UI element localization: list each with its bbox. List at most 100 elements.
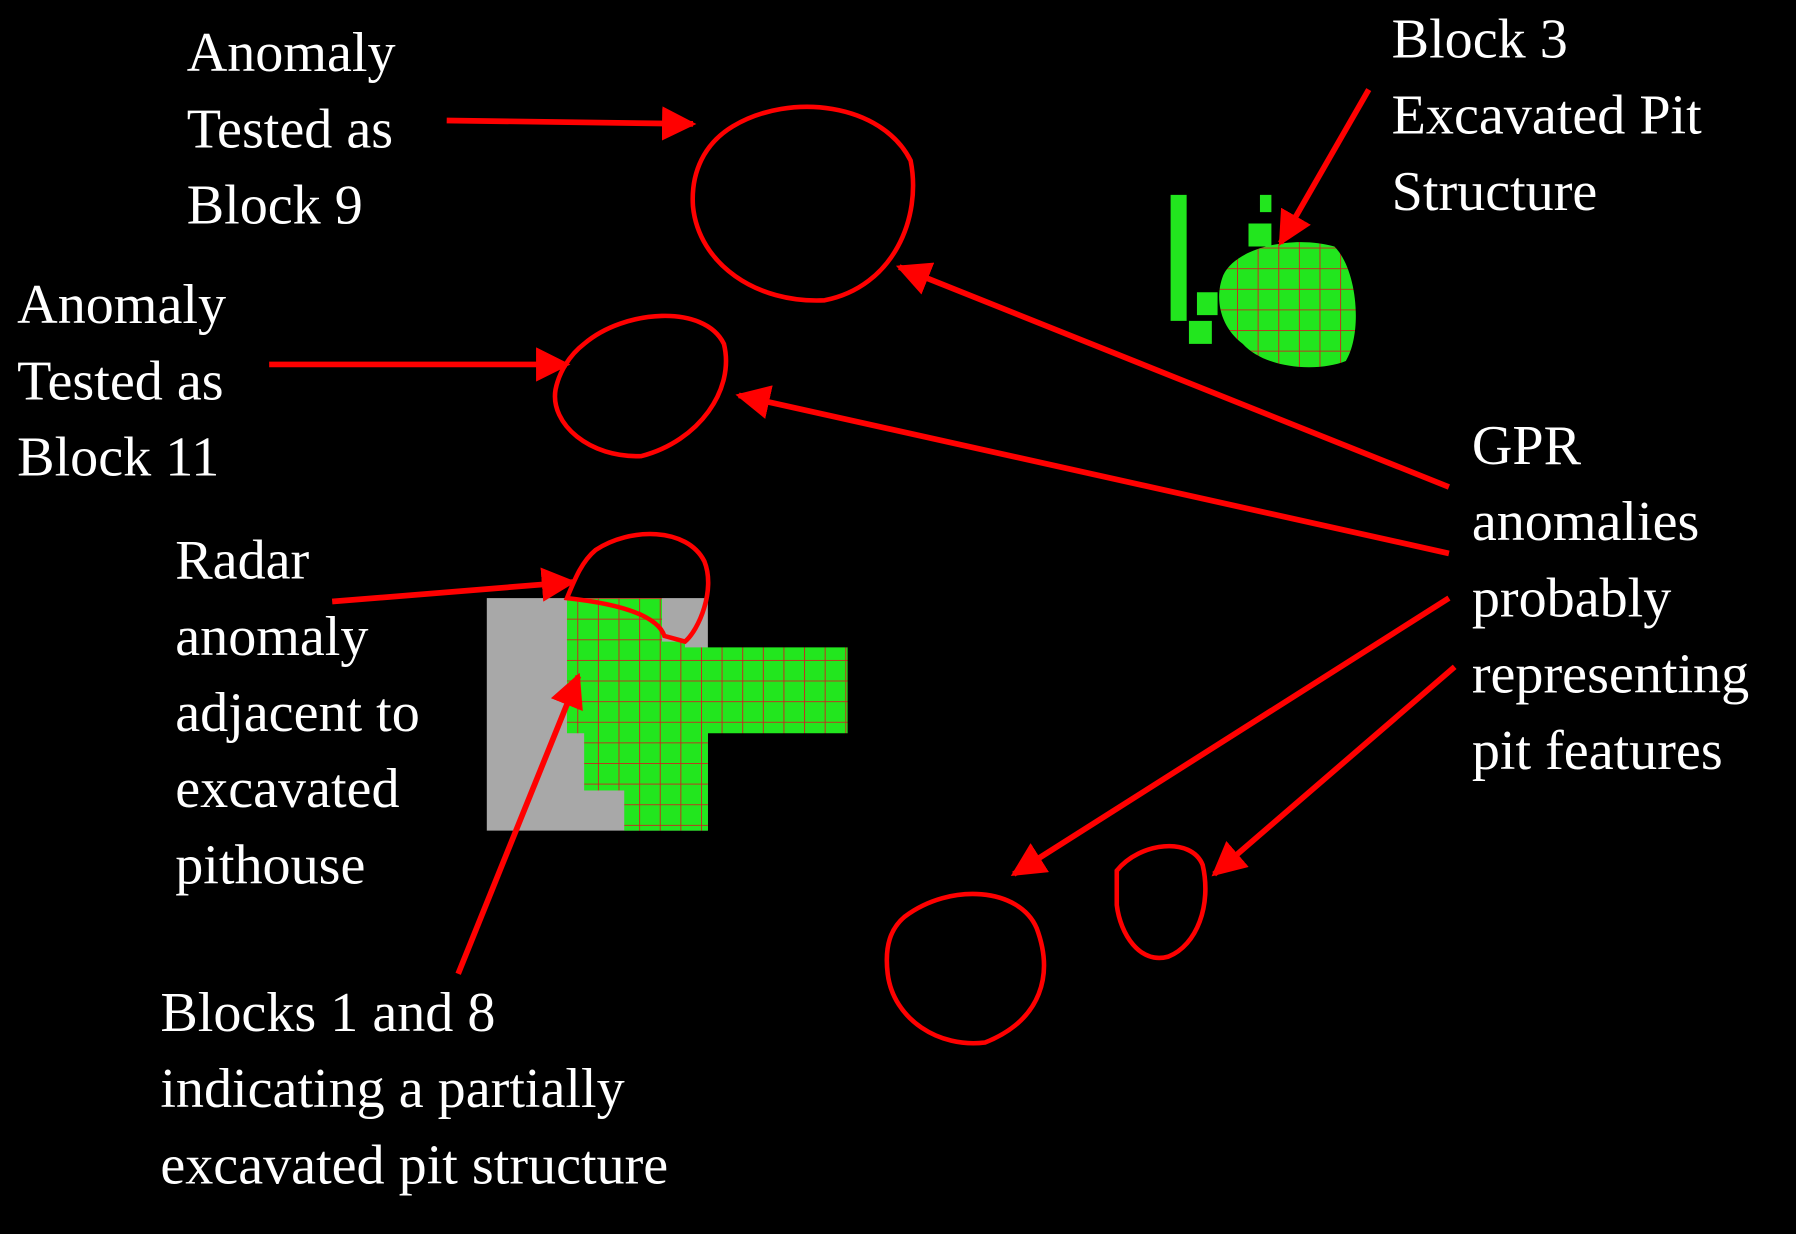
gpr-cell xyxy=(703,126,717,138)
gpr-cell xyxy=(1039,369,1056,395)
gpr-cell xyxy=(799,80,813,92)
gpr-cell xyxy=(703,368,717,382)
gpr-cell xyxy=(552,298,566,310)
gpr-cell xyxy=(1135,999,1152,1025)
gpr-cell xyxy=(648,126,662,138)
gpr-cell xyxy=(1328,848,1345,874)
gpr-cell xyxy=(1328,1226,1345,1234)
gpr-cell xyxy=(1102,149,1116,161)
gpr-cell xyxy=(766,999,783,1025)
gpr-cell xyxy=(538,368,552,382)
gpr-cell xyxy=(1424,495,1441,521)
gpr-cell xyxy=(758,183,772,195)
gpr-cell xyxy=(690,505,704,519)
gpr-cell xyxy=(895,671,912,697)
gpr-cell xyxy=(868,229,882,241)
gpr-cell xyxy=(1023,747,1040,773)
gpr-cell xyxy=(566,195,580,207)
gpr-cell xyxy=(1263,419,1280,445)
gpr-cell xyxy=(1023,772,1040,798)
gpr-cell xyxy=(1231,596,1248,622)
gpr-cell xyxy=(896,287,910,299)
gpr-cell xyxy=(580,80,594,92)
gpr-cell xyxy=(923,241,937,253)
gpr-cell xyxy=(497,409,511,423)
gpr-cell xyxy=(750,949,767,975)
gpr-cell xyxy=(593,183,607,195)
gpr-cell xyxy=(1135,671,1152,697)
gpr-cell xyxy=(538,241,552,253)
gpr-cell xyxy=(782,873,799,899)
gpr-cell xyxy=(1247,923,1264,949)
gpr-cell xyxy=(1247,873,1264,899)
gpr-cell xyxy=(470,547,484,561)
gpr-cell xyxy=(927,470,944,496)
gpr-cell xyxy=(991,949,1008,975)
gpr-cell xyxy=(1231,1125,1248,1151)
gpr-cell xyxy=(959,1125,976,1151)
gpr-cell xyxy=(525,327,539,341)
gpr-cell xyxy=(923,149,937,161)
gpr-cell xyxy=(1006,126,1020,138)
gpr-cell xyxy=(927,344,944,370)
gpr-cell xyxy=(621,241,635,253)
gpr-cell xyxy=(1047,287,1061,299)
gpr-cell xyxy=(991,394,1008,420)
gpr-cell xyxy=(676,464,690,478)
gpr-cell xyxy=(959,1150,976,1176)
gpr-cell xyxy=(923,298,937,310)
gpr-cell xyxy=(511,395,525,409)
gpr-cell xyxy=(964,218,978,230)
gpr-cell xyxy=(786,161,800,173)
gpr-cell xyxy=(772,183,786,195)
gpr-cell xyxy=(648,161,662,173)
gpr-cell xyxy=(927,445,944,471)
gpr-cell xyxy=(1007,823,1024,849)
gpr-cell xyxy=(959,974,976,1000)
gpr-cell xyxy=(566,218,580,230)
gpr-cell xyxy=(786,115,800,127)
gpr-cell xyxy=(1199,797,1216,823)
gpr-cell xyxy=(1071,747,1088,773)
gpr-cell xyxy=(814,369,831,395)
gpr-cell xyxy=(1424,394,1441,420)
gpr-cell xyxy=(511,492,525,506)
gpr-cell xyxy=(772,264,786,276)
gpr-cell xyxy=(662,23,676,35)
gpr-cell xyxy=(772,149,786,161)
gpr-cell xyxy=(703,80,717,92)
gpr-cell xyxy=(798,520,815,546)
gpr-cell xyxy=(1087,772,1104,798)
gpr-cell xyxy=(895,1049,912,1075)
gpr-cell xyxy=(827,264,841,276)
gpr-cell xyxy=(862,697,879,723)
gpr-cell xyxy=(882,183,896,195)
gpr-cell xyxy=(1183,445,1200,471)
gpr-cell xyxy=(862,1201,879,1227)
gpr-cell xyxy=(782,1075,799,1101)
gpr-cell xyxy=(909,92,923,104)
gpr-cell xyxy=(1007,646,1024,672)
gpr-cell xyxy=(895,747,912,773)
gpr-cell xyxy=(1055,671,1072,697)
gpr-cell xyxy=(1408,974,1425,1000)
gpr-cell xyxy=(1007,419,1024,445)
gpr-cell xyxy=(951,195,965,207)
gpr-cell xyxy=(772,172,786,184)
gpr-cell xyxy=(750,1125,767,1151)
gpr-cell xyxy=(593,492,607,506)
gpr-cell xyxy=(607,57,621,69)
gpr-cell xyxy=(662,409,676,423)
gpr-cell xyxy=(827,35,841,47)
gpr-cell xyxy=(731,340,745,354)
gpr-cell xyxy=(662,450,676,464)
gpr-cell xyxy=(703,195,717,207)
gpr-cell xyxy=(975,571,992,597)
gpr-cell xyxy=(1019,264,1033,276)
gpr-cell xyxy=(846,445,863,471)
gpr-cell xyxy=(830,1201,847,1227)
gpr-cell xyxy=(846,369,863,395)
gpr-cell xyxy=(511,126,525,138)
gpr-cell xyxy=(1295,545,1312,571)
gpr-cell xyxy=(1344,1201,1361,1227)
